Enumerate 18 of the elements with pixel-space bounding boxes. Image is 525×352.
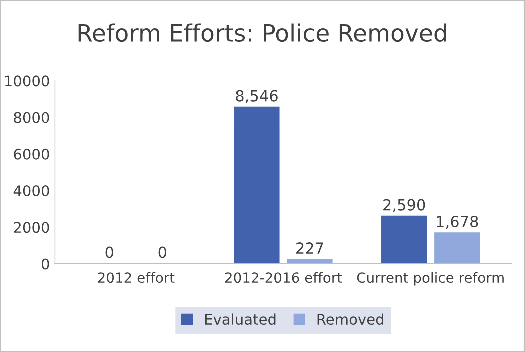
x-tick-label: Current police reform [357,272,504,286]
y-tick-label: 10000 [5,76,50,87]
legend-label: Removed [318,314,384,326]
data-label: 1,678 [437,216,478,230]
data-label: 8,546 [236,90,278,104]
data-label: 227 [296,242,324,254]
data-label: 0 [158,246,167,258]
y-tick-label: 2000 [14,222,50,234]
data-label: 0 [106,246,114,258]
x-tick-label: 2012-2016 effort [225,272,342,284]
x-tick-label: 2012 effort [98,272,175,284]
chart-title: Reform Efforts: Police Removed [78,24,446,42]
y-tick-label: 4000 [14,186,50,197]
legend-label: Evaluated [205,314,276,326]
data-label: 2,590 [384,199,426,212]
y-tick-label: 6000 [14,148,50,160]
y-tick-label: 0 [42,258,50,270]
y-tick-label: 8000 [14,112,50,124]
